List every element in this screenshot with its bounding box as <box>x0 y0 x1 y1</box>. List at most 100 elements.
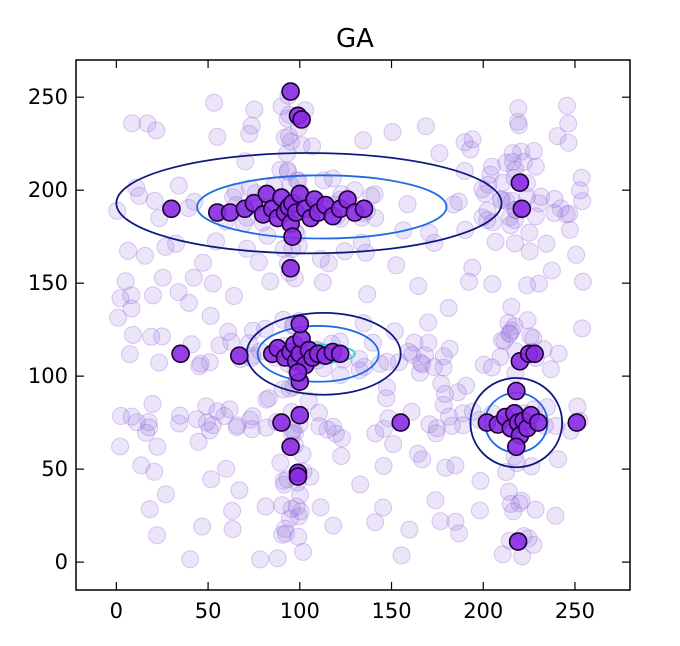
background-point <box>282 500 301 518</box>
y-tick-label: 200 <box>28 178 68 202</box>
background-point <box>532 187 550 206</box>
background-point <box>275 128 294 147</box>
background-point <box>273 496 292 515</box>
data-point <box>272 413 291 432</box>
background-point <box>570 181 589 200</box>
x-tick-label: 200 <box>463 599 503 623</box>
background-point <box>335 242 354 261</box>
background-point <box>450 524 469 543</box>
background-point <box>111 289 130 308</box>
background-point <box>181 550 200 569</box>
background-point <box>501 494 520 513</box>
background-point <box>377 389 396 408</box>
background-point <box>413 450 432 469</box>
background-point <box>138 114 157 133</box>
background-point <box>483 213 502 232</box>
background-point <box>271 453 290 472</box>
background-point <box>398 195 417 214</box>
background-point <box>551 199 570 218</box>
background-point <box>291 486 309 504</box>
background-point <box>461 140 480 159</box>
background-points <box>108 86 592 569</box>
background-point <box>225 287 243 305</box>
background-point <box>259 389 278 408</box>
background-point <box>549 450 568 469</box>
background-point <box>130 186 149 205</box>
data-point <box>283 227 302 246</box>
background-point <box>171 406 189 425</box>
background-point <box>167 234 185 253</box>
data-point <box>528 413 548 432</box>
background-point <box>463 402 482 421</box>
data-point <box>567 413 587 432</box>
background-point <box>505 234 524 253</box>
background-point <box>148 437 167 456</box>
background-point <box>256 497 275 516</box>
background-point <box>481 165 500 184</box>
plot-frame <box>75 59 631 591</box>
background-point <box>333 429 351 448</box>
background-point <box>436 458 455 477</box>
background-point <box>545 190 564 208</box>
background-point <box>378 352 397 371</box>
background-point <box>272 97 291 116</box>
background-point <box>499 313 518 332</box>
background-point <box>474 355 493 374</box>
background-point <box>124 325 142 344</box>
background-point <box>446 512 465 531</box>
background-point <box>193 517 212 536</box>
background-point <box>460 272 478 291</box>
data-point <box>290 405 310 425</box>
background-point <box>324 516 343 535</box>
background-point <box>140 418 159 437</box>
background-point <box>526 500 545 519</box>
background-point <box>502 297 521 316</box>
background-point <box>455 133 474 152</box>
background-point <box>197 413 216 432</box>
background-point <box>291 502 310 521</box>
background-point <box>384 435 403 454</box>
y-tick-label: 0 <box>55 550 68 574</box>
background-point <box>187 410 206 429</box>
data-point <box>510 173 530 192</box>
x-axis: 0 50 100 150 200 250 <box>110 60 595 623</box>
background-point <box>147 121 166 140</box>
background-point <box>324 417 342 436</box>
background-point <box>289 527 308 546</box>
background-point <box>558 96 576 115</box>
background-point <box>514 152 533 171</box>
background-point <box>208 127 227 146</box>
background-point <box>261 272 280 291</box>
background-point <box>191 354 210 373</box>
x-tick-label: 0 <box>110 599 123 623</box>
background-point <box>483 157 501 176</box>
background-point <box>371 354 390 373</box>
background-point <box>319 254 338 273</box>
data-point <box>508 532 528 551</box>
background-point <box>430 144 449 163</box>
background-point <box>111 407 130 425</box>
background-point <box>119 241 138 260</box>
background-point <box>512 491 531 510</box>
background-point <box>236 152 255 171</box>
background-point <box>153 327 172 346</box>
background-point <box>276 519 295 538</box>
background-point <box>573 192 592 211</box>
background-point <box>145 191 164 210</box>
background-point <box>111 437 130 456</box>
x-tick-label: 100 <box>280 599 320 623</box>
background-point <box>120 345 139 364</box>
background-point <box>318 420 337 439</box>
background-point <box>156 237 175 256</box>
background-point <box>323 169 342 188</box>
background-point <box>409 444 427 463</box>
background-point <box>310 417 329 436</box>
background-point <box>137 423 156 442</box>
background-point <box>448 383 467 402</box>
background-point <box>486 232 505 251</box>
background-point <box>439 407 458 426</box>
background-point <box>223 520 242 539</box>
background-point <box>518 276 537 295</box>
background-point <box>512 142 531 161</box>
background-point <box>210 336 229 355</box>
